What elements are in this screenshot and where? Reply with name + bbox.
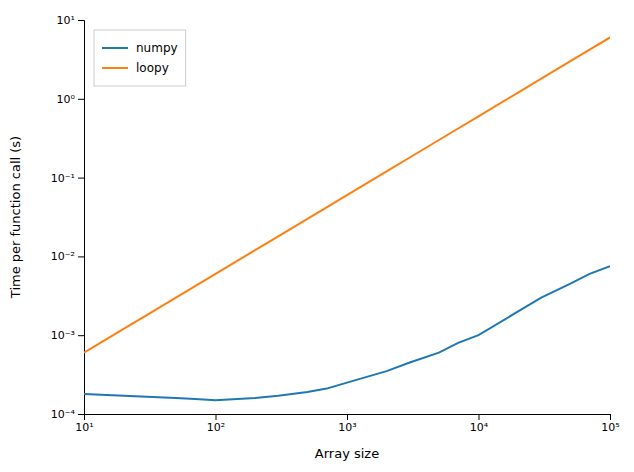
tick-mark [610,414,611,420]
tick-label: 10¹ [75,421,93,434]
legend-box [94,30,186,86]
tick: 10⁵ [601,414,619,434]
y-axis: 10⁻⁴ 10⁻³ 10⁻² 10⁻¹ 10⁰ 10¹ [51,14,85,421]
tick-mark [479,414,480,420]
series-line [84,266,610,400]
tick: 10³ [338,414,356,434]
tick-label: 10⁴ [470,421,489,434]
legend-label: loopy [136,61,169,75]
x-axis: 10¹ 10² 10³ 10⁴ 10⁵ [75,414,619,434]
tick: 10⁻¹ [51,172,84,185]
tick-label: 10⁰ [57,93,76,106]
tick-label: 10⁻² [51,250,75,263]
legend-swatch [102,67,128,69]
tick: 10² [207,414,225,434]
plot-area: 10¹ 10² 10³ 10⁴ 10⁵ 10⁻⁴ 10⁻³ 10⁻² 10⁻¹ 10⁰ 10¹ num… [51,14,620,434]
tick-mark [78,256,84,257]
tick-mark [216,414,217,420]
tick: 10⁻⁴ [51,408,84,421]
y-axis-title: Time per function call (s) [8,136,23,299]
tick-label: 10¹ [57,14,75,27]
tick: 10⁰ [57,93,84,106]
tick-label: 10³ [338,421,356,434]
tick-mark [78,414,84,415]
tick-mark [347,414,348,420]
x-axis-title: Array size [315,446,379,461]
chart-container: 10¹ 10² 10³ 10⁴ 10⁵ 10⁻⁴ 10⁻³ 10⁻² 10⁻¹ 10⁰ 10¹ num… [0,0,634,472]
tick-label: 10⁻³ [51,329,75,342]
tick-mark [78,99,84,100]
legend-item: loopy [102,61,169,75]
tick: 10⁴ [470,414,489,434]
legend-item: numpy [102,41,178,55]
tick-label: 10⁻¹ [51,172,75,185]
axis-line [78,21,85,415]
tick: 10⁻³ [51,329,84,342]
legend-label: numpy [136,41,178,55]
tick-label: 10⁵ [601,421,619,434]
tick-label: 10⁻⁴ [51,408,76,421]
tick-mark [78,20,84,21]
legend-swatch [102,47,128,49]
tick-label: 10² [207,421,225,434]
tick-mark [78,178,84,179]
axis-line [85,415,611,421]
tick: 10¹ [75,414,93,434]
tick-mark [78,335,84,336]
tick: 10⁻² [51,250,84,263]
legend: numpy loopy [94,30,186,86]
marks [84,37,610,400]
tick: 10¹ [57,14,84,27]
chart: 10¹ 10² 10³ 10⁴ 10⁵ 10⁻⁴ 10⁻³ 10⁻² 10⁻¹ 10⁰ 10¹ num… [0,0,634,472]
